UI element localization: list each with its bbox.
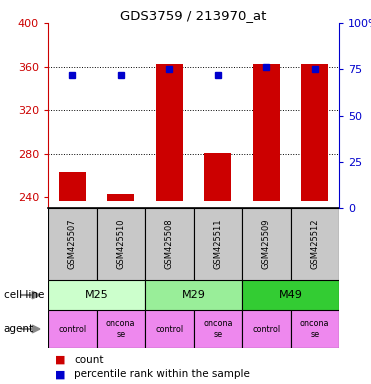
Bar [242,208,290,280]
Bar [108,194,134,202]
Text: GSM425508: GSM425508 [165,218,174,269]
Bar [253,65,280,202]
Bar [290,310,339,348]
Text: GSM425509: GSM425509 [262,219,271,269]
Text: M25: M25 [85,290,108,300]
Bar [204,152,231,202]
Bar [242,280,339,310]
Bar [96,310,145,348]
Text: control: control [155,324,183,333]
Bar [194,208,242,280]
Bar [156,65,183,202]
Text: M49: M49 [279,290,302,300]
Bar [59,172,86,202]
Text: M29: M29 [181,290,206,300]
Text: ■: ■ [55,354,66,364]
Text: percentile rank within the sample: percentile rank within the sample [74,369,250,379]
Bar [48,208,96,280]
Text: oncona
se: oncona se [106,319,135,339]
Bar [290,208,339,280]
Bar [145,280,242,310]
Title: GDS3759 / 213970_at: GDS3759 / 213970_at [120,9,267,22]
Text: count: count [74,354,104,364]
Bar [48,280,145,310]
Text: GSM425511: GSM425511 [213,219,222,269]
Text: ■: ■ [55,369,66,379]
Text: GSM425512: GSM425512 [310,219,319,269]
Text: oncona
se: oncona se [300,319,329,339]
Bar [96,208,145,280]
Bar [48,310,96,348]
Text: GSM425507: GSM425507 [68,218,77,269]
Text: cell line: cell line [4,290,44,300]
Bar [301,65,328,202]
Text: control: control [252,324,280,333]
Bar [145,208,194,280]
Bar [242,310,290,348]
Text: GSM425510: GSM425510 [116,219,125,269]
Bar [145,310,194,348]
Text: agent: agent [4,324,34,334]
Bar [194,310,242,348]
Text: control: control [58,324,86,333]
Text: oncona
se: oncona se [203,319,233,339]
